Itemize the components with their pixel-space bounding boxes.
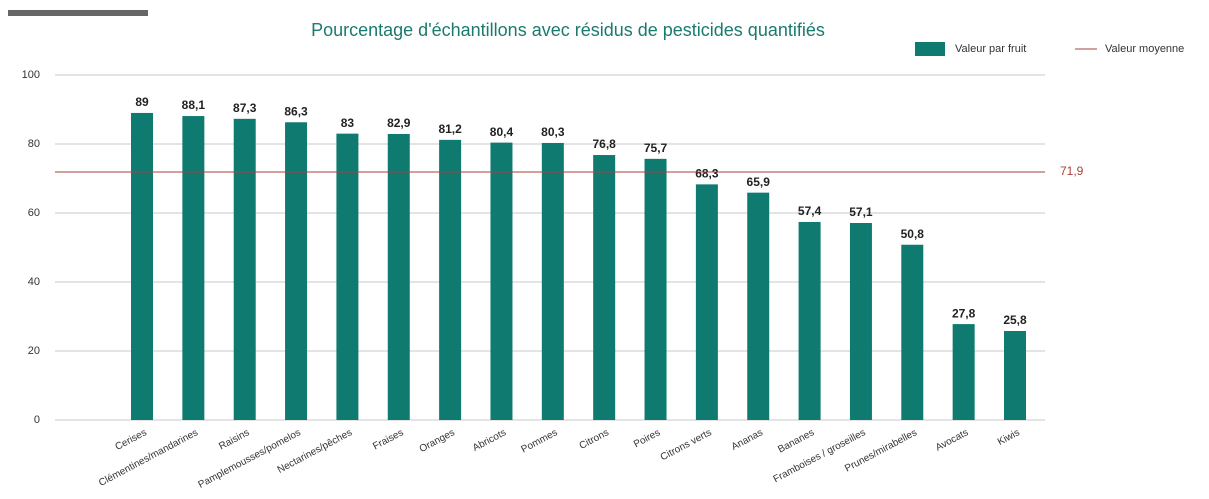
x-tick-label: Framboises / groseilles — [772, 427, 868, 485]
bar — [644, 158, 667, 420]
x-tick-label: Fraises — [371, 427, 405, 452]
data-label: 80,3 — [541, 125, 565, 139]
y-tick-label: 80 — [28, 138, 40, 150]
data-label: 89 — [135, 95, 149, 109]
data-label: 57,1 — [849, 205, 873, 219]
data-label: 75,7 — [644, 141, 668, 155]
data-label: 65,9 — [747, 175, 771, 189]
y-tick-label: 40 — [28, 276, 40, 288]
x-tick-label: Clémentines/mandarines — [97, 427, 200, 489]
x-tick-label: Cerises — [114, 427, 149, 453]
x-tick-label: Citrons verts — [659, 427, 714, 463]
bar — [233, 118, 256, 420]
x-tick-label: Raisins — [217, 427, 251, 452]
bar — [849, 223, 872, 420]
x-tick-label: Bananes — [776, 427, 816, 455]
bar — [901, 244, 924, 420]
bar — [952, 324, 975, 420]
legend-swatch — [915, 42, 945, 56]
x-tick-label: Poires — [632, 427, 662, 450]
data-label: 57,4 — [798, 204, 822, 218]
data-label: 68,3 — [695, 167, 719, 181]
chart-title: Pourcentage d'échantillons avec résidus … — [311, 20, 825, 40]
bar — [131, 112, 153, 420]
bar — [285, 122, 308, 420]
average-label: 71,9 — [1060, 164, 1084, 178]
decoration-bar — [8, 10, 148, 16]
legend-label: Valeur moyenne — [1105, 43, 1184, 55]
data-label: 27,8 — [952, 306, 976, 320]
bar — [593, 155, 616, 421]
x-tick-label: Ananas — [730, 427, 765, 453]
bar — [490, 142, 513, 420]
bar — [695, 184, 718, 420]
x-tick-label: Abricots — [471, 427, 508, 454]
data-label: 50,8 — [901, 227, 925, 241]
data-label: 76,8 — [592, 137, 616, 151]
bar — [387, 133, 410, 420]
bar — [182, 116, 205, 421]
y-tick-label: 100 — [22, 69, 40, 81]
legend-label: Valeur par fruit — [955, 43, 1026, 55]
bar — [439, 139, 462, 421]
bar — [541, 142, 564, 420]
x-tick-label: Citrons — [578, 427, 611, 452]
data-label: 80,4 — [490, 125, 514, 139]
x-tick-label: Pommes — [519, 427, 559, 455]
data-label: 81,2 — [438, 122, 462, 136]
x-tick-label: Avocats — [934, 427, 970, 453]
x-tick-label: Oranges — [418, 427, 457, 455]
data-label: 82,9 — [387, 116, 411, 130]
bar — [1004, 330, 1026, 420]
data-label: 88,1 — [182, 98, 206, 112]
data-label: 86,3 — [284, 104, 308, 118]
bar — [336, 133, 359, 420]
y-tick-label: 60 — [28, 207, 40, 219]
bar — [798, 221, 821, 420]
data-label: 25,8 — [1003, 313, 1027, 327]
x-tick-label: Kiwis — [996, 427, 1022, 448]
y-tick-label: 0 — [34, 414, 40, 426]
bar — [747, 192, 770, 420]
data-label: 87,3 — [233, 101, 257, 115]
data-label: 83 — [341, 116, 355, 130]
y-tick-label: 20 — [28, 345, 40, 357]
